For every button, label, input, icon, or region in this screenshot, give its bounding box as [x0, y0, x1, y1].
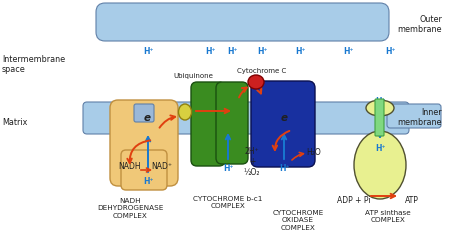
FancyBboxPatch shape — [251, 81, 315, 167]
Ellipse shape — [248, 75, 264, 89]
FancyBboxPatch shape — [387, 104, 441, 128]
Text: e: e — [144, 113, 150, 123]
Text: H⁺: H⁺ — [143, 47, 153, 56]
Text: H⁺: H⁺ — [343, 47, 353, 56]
Text: H⁺: H⁺ — [385, 47, 395, 56]
FancyBboxPatch shape — [134, 104, 154, 122]
Text: Inner
membrane: Inner membrane — [397, 108, 442, 127]
Text: Matrix: Matrix — [2, 118, 27, 127]
Text: H⁺: H⁺ — [205, 47, 215, 56]
Ellipse shape — [354, 131, 406, 199]
Text: ATP sinthase
COMPLEX: ATP sinthase COMPLEX — [365, 210, 411, 223]
Text: Ubiquinone: Ubiquinone — [173, 73, 213, 79]
Text: 2H⁺
+
½O₂: 2H⁺ + ½O₂ — [244, 147, 260, 177]
Text: ADP + Pi: ADP + Pi — [337, 196, 371, 205]
Text: Intermembrane
space: Intermembrane space — [2, 55, 65, 74]
Text: Cytochrome C: Cytochrome C — [238, 68, 287, 74]
Text: H⁺: H⁺ — [143, 177, 153, 186]
Text: H⁺: H⁺ — [295, 47, 305, 56]
Text: NADH: NADH — [119, 162, 141, 171]
FancyBboxPatch shape — [83, 102, 409, 134]
FancyBboxPatch shape — [121, 150, 167, 190]
Text: NAD⁺: NAD⁺ — [152, 162, 172, 171]
Ellipse shape — [179, 104, 192, 120]
Text: Outer
membrane: Outer membrane — [397, 15, 442, 34]
Text: CYTOCHROME b-c1
COMPLEX: CYTOCHROME b-c1 COMPLEX — [194, 196, 263, 209]
Text: ATP: ATP — [405, 196, 419, 205]
Text: NADH
DEHYDROGENASE
COMPLEX: NADH DEHYDROGENASE COMPLEX — [97, 198, 163, 219]
Text: CYTOCHROME
OXIDASE
COMPLEX: CYTOCHROME OXIDASE COMPLEX — [272, 210, 324, 231]
FancyBboxPatch shape — [191, 82, 225, 166]
Text: H⁺: H⁺ — [375, 144, 385, 153]
Text: H⁺: H⁺ — [223, 164, 233, 173]
FancyBboxPatch shape — [375, 99, 384, 136]
Text: H⁺: H⁺ — [257, 47, 267, 56]
Ellipse shape — [366, 100, 394, 116]
Text: H⁺: H⁺ — [227, 47, 237, 56]
Text: H⁺: H⁺ — [375, 97, 385, 106]
Text: H⁺: H⁺ — [279, 164, 289, 173]
Text: e: e — [280, 113, 288, 123]
FancyBboxPatch shape — [216, 82, 248, 164]
FancyBboxPatch shape — [110, 100, 178, 186]
Text: H₂O: H₂O — [306, 148, 321, 157]
FancyBboxPatch shape — [96, 3, 389, 41]
